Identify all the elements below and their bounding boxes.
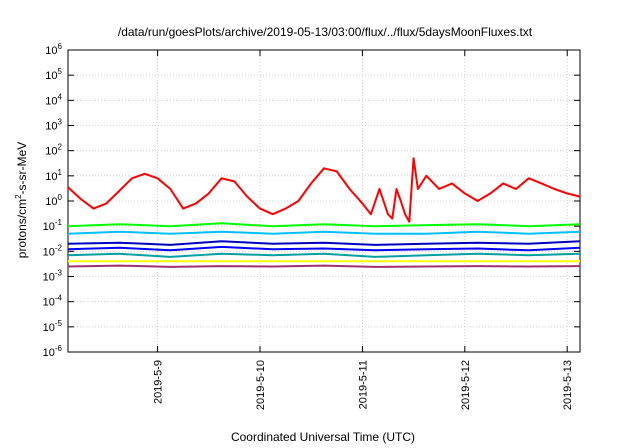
chart-title: /data/run/goesPlots/archive/2019-05-13/0… <box>118 25 533 39</box>
x-tick-label: 2019-5-12 <box>460 360 472 410</box>
y-tick-label: 101 <box>45 168 62 183</box>
y-tick-label: 102 <box>45 143 62 158</box>
y-tick-label: 103 <box>45 118 62 133</box>
x-tick-label: 2019-5-9 <box>153 360 165 404</box>
x-tick-label: 2019-5-13 <box>562 360 574 410</box>
x-axis-ticks: 2019-5-9 2019-5-10 2019-5-11 2019-5-12 2019-… <box>153 50 574 410</box>
series-line-5 <box>67 252 581 258</box>
y-tick-label: 10-4 <box>43 294 63 309</box>
series-line-3 <box>67 240 581 246</box>
series-line-2 <box>67 230 581 235</box>
series-line-1 <box>67 222 581 228</box>
grid-lines <box>68 50 580 352</box>
series-line-4 <box>67 245 581 252</box>
series-line-0 <box>67 157 581 223</box>
y-tick-label: 100 <box>45 193 62 208</box>
y-axis-label: protons/cm2-s-sr-MeV <box>14 142 29 258</box>
y-tick-label: 10-5 <box>43 319 63 334</box>
y-tick-label: 104 <box>45 92 62 107</box>
y-tick-label: 106 <box>45 42 62 57</box>
y-axis-ticks: 106 105 104 103 102 101 100 10-1 10-2 10-3 10-4 10-… <box>43 42 580 359</box>
y-tick-label: 10-6 <box>43 344 63 359</box>
x-tick-label: 2019-5-11 <box>357 360 369 409</box>
y-tick-label: 10-3 <box>43 269 63 284</box>
y-tick-label: 10-1 <box>43 218 63 233</box>
series-lines <box>67 157 581 268</box>
y-tick-label: 105 <box>45 67 62 82</box>
y-tick-label: 10-2 <box>43 243 63 258</box>
x-tick-label: 2019-5-10 <box>255 360 267 410</box>
x-axis-label: Coordinated Universal Time (UTC) <box>231 430 415 444</box>
series-line-7 <box>67 264 581 268</box>
